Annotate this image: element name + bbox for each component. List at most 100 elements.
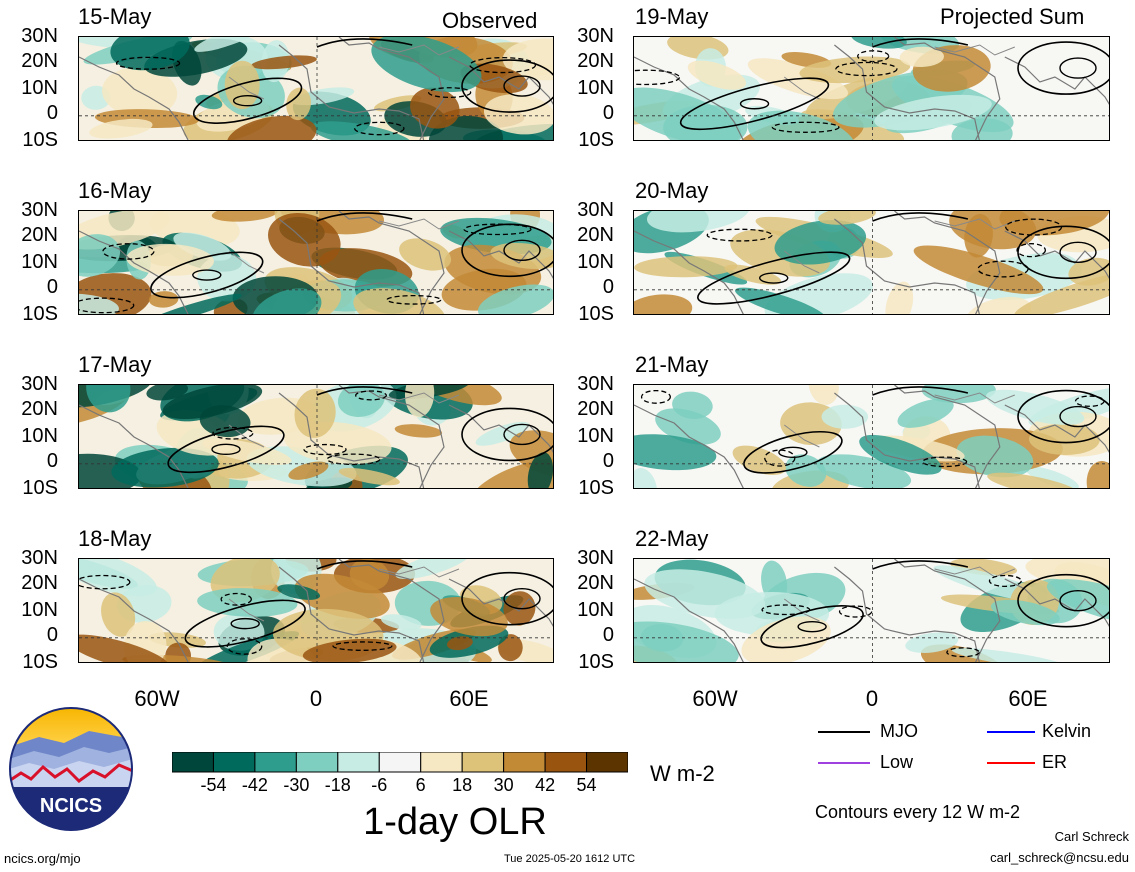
lat-label-left-1-1: 20N bbox=[21, 224, 58, 246]
lat-label-left-1-4: 10S bbox=[22, 303, 58, 325]
lat-label-right-2-4: 10S bbox=[578, 477, 614, 499]
map-panel-right-2 bbox=[633, 384, 1110, 489]
lat-label-right-0-2: 10N bbox=[577, 77, 614, 99]
lat-label-right-1-2: 10N bbox=[577, 251, 614, 273]
colorbar-tick-label: 42 bbox=[535, 775, 556, 795]
map-panel-right-3 bbox=[633, 558, 1110, 663]
x-label-0-left: 0 bbox=[309, 686, 323, 711]
lat-label-left-3-1: 20N bbox=[21, 572, 58, 594]
lat-label-right-3-3: 0 bbox=[602, 624, 614, 646]
legend-er-swatch bbox=[987, 762, 1035, 764]
lat-label-right-3-0: 30N bbox=[577, 547, 614, 569]
colorbar-title: 1-day OLR bbox=[363, 801, 547, 843]
lat-label-left-2-4: 10S bbox=[22, 477, 58, 499]
colorbar-tick-label: 30 bbox=[493, 775, 514, 795]
lat-label-right-2-1: 20N bbox=[577, 398, 614, 420]
lat-label-left-3-3: 0 bbox=[46, 624, 58, 646]
colorbar-swatch bbox=[378, 751, 422, 773]
x-label-60e-right: 60E bbox=[1008, 686, 1048, 711]
map-panel-left-2 bbox=[78, 384, 554, 489]
lat-label-left-2-1: 20N bbox=[21, 398, 58, 420]
lat-label-left-3-0: 30N bbox=[21, 547, 58, 569]
lat-label-left-3-4: 10S bbox=[22, 651, 58, 673]
map-panel-right-0 bbox=[633, 36, 1110, 141]
colorbar-swatch bbox=[254, 751, 297, 773]
lat-label-left-0-4: 10S bbox=[22, 129, 58, 151]
lat-label-left-2-2: 10N bbox=[21, 425, 58, 447]
lat-label-right-2-3: 0 bbox=[602, 450, 614, 472]
panel-date-right-2: 21-May bbox=[635, 352, 709, 377]
lat-label-left-1-2: 10N bbox=[21, 251, 58, 273]
legend-er-label: ER bbox=[1042, 752, 1068, 772]
map-panel-left-1 bbox=[78, 210, 554, 315]
logo-text: NCICS bbox=[40, 795, 102, 817]
colorbar-tick-label: 6 bbox=[415, 775, 426, 795]
lat-label-right-0-4: 10S bbox=[578, 129, 614, 151]
lat-label-right-1-0: 30N bbox=[577, 199, 614, 221]
legend-kelvin-swatch bbox=[987, 731, 1035, 733]
colorbar-tick-label: 54 bbox=[576, 775, 597, 795]
lat-label-left-0-0: 30N bbox=[21, 25, 58, 47]
x-label-60w-right: 60W bbox=[692, 686, 738, 711]
colorbar-tick-label: -6 bbox=[371, 775, 388, 795]
legend-low-swatch bbox=[818, 762, 870, 764]
colorbar-swatch bbox=[337, 751, 380, 773]
x-label-60e-left: 60E bbox=[449, 686, 489, 711]
lat-label-left-0-1: 20N bbox=[21, 50, 58, 72]
panel-date-left-3: 18-May bbox=[78, 526, 152, 551]
panel-date-right-3: 22-May bbox=[635, 526, 709, 551]
lat-label-right-2-0: 30N bbox=[577, 373, 614, 395]
colorbar-swatch bbox=[295, 751, 339, 773]
ncics-logo: NCICS bbox=[9, 707, 133, 831]
lat-label-left-2-0: 30N bbox=[21, 373, 58, 395]
contours-note: Contours every 12 W m-2 bbox=[815, 802, 1021, 822]
map-panel-right-1 bbox=[633, 210, 1110, 315]
panel-date-left-1: 16-May bbox=[78, 178, 152, 203]
panel-date-left-0: 15-May bbox=[78, 4, 152, 29]
lat-label-right-3-1: 20N bbox=[577, 572, 614, 594]
colorbar-swatch bbox=[212, 751, 256, 773]
footer-url: ncics.org/mjo bbox=[4, 851, 81, 866]
lat-label-left-1-3: 0 bbox=[46, 276, 58, 298]
colorbar bbox=[171, 751, 629, 779]
panel-date-right-0: 19-May bbox=[635, 4, 709, 29]
lat-label-right-3-4: 10S bbox=[578, 651, 614, 673]
lat-label-left-3-2: 10N bbox=[21, 599, 58, 621]
legend-mjo-swatch bbox=[818, 731, 870, 733]
x-label-60w-left: 60W bbox=[134, 686, 180, 711]
colorbar-swatch bbox=[586, 751, 629, 773]
lat-label-right-1-1: 20N bbox=[577, 224, 614, 246]
lat-label-right-1-4: 10S bbox=[578, 303, 614, 325]
panel-date-left-2: 17-May bbox=[78, 352, 152, 377]
colorbar-swatch bbox=[171, 751, 214, 773]
colorbar-tick-label: 18 bbox=[452, 775, 473, 795]
panel-date-right-1: 20-May bbox=[635, 178, 709, 203]
footer-timestamp: Tue 2025-05-20 1612 UTC bbox=[504, 853, 636, 865]
lat-label-right-1-3: 0 bbox=[602, 276, 614, 298]
map-panel-left-3 bbox=[78, 558, 554, 663]
colorbar-tick-label: -30 bbox=[283, 775, 310, 795]
lat-label-right-0-3: 0 bbox=[602, 102, 614, 124]
lat-label-right-0-1: 20N bbox=[577, 50, 614, 72]
legend-mjo-label: MJO bbox=[880, 721, 918, 741]
colorbar-swatch bbox=[420, 751, 463, 773]
lat-label-right-3-2: 10N bbox=[577, 599, 614, 621]
colorbar-swatch bbox=[461, 751, 505, 773]
legend-low-label: Low bbox=[880, 752, 914, 772]
x-label-0-right: 0 bbox=[865, 686, 879, 711]
colorbar-tick-label: -18 bbox=[324, 775, 351, 795]
lat-label-right-2-2: 10N bbox=[577, 425, 614, 447]
colorbar-tick-label: -42 bbox=[241, 775, 268, 795]
colorbar-swatch bbox=[544, 751, 588, 773]
lat-label-left-2-3: 0 bbox=[46, 450, 58, 472]
footer-email: carl_schreck@ncsu.edu bbox=[990, 850, 1129, 865]
colorbar-tick-label: -54 bbox=[200, 775, 227, 795]
lat-label-left-0-3: 0 bbox=[46, 102, 58, 124]
map-panel-left-0 bbox=[78, 36, 554, 141]
lat-label-left-1-0: 30N bbox=[21, 199, 58, 221]
lat-label-right-0-0: 30N bbox=[577, 25, 614, 47]
projected-label: Projected Sum bbox=[940, 4, 1085, 29]
lat-label-left-0-2: 10N bbox=[21, 77, 58, 99]
footer-author: Carl Schreck bbox=[1054, 829, 1129, 844]
observed-label: Observed bbox=[442, 8, 538, 33]
